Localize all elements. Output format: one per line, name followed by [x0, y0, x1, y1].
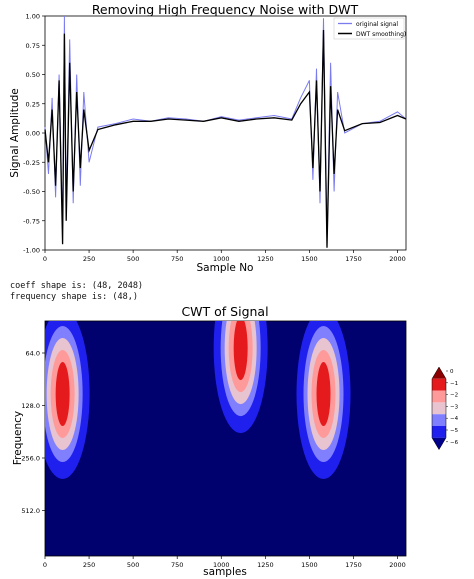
heatmap-region-0-level-4: [55, 362, 70, 427]
cwt-x-tick-label: 1250: [257, 561, 274, 569]
y-tick-label: -0.75: [23, 217, 40, 225]
cwt-chart-title: CWT of Signal: [181, 304, 268, 319]
cwt-y-tick-label: 512.0: [21, 507, 40, 515]
dwt-series-group: [44, 15, 407, 248]
x-tick-label: 2000: [389, 255, 406, 263]
colorbar-segment: [432, 378, 446, 391]
cwt-x-axis-label: samples: [203, 566, 247, 578]
heatmap-region-1-level-4: [316, 362, 331, 427]
cwt-x-tick-label: 500: [127, 561, 139, 569]
colorbar-segment: [432, 390, 446, 403]
x-tick-label: 500: [127, 255, 139, 263]
colorbar-tick-label: 0: [450, 369, 454, 375]
colorbar-tick-label: −6: [450, 440, 459, 446]
console-line-coeff-shape: coeff shape is: (48, 2048): [10, 281, 144, 291]
y-tick-label: 0.25: [26, 100, 40, 108]
y-tick-label: 1.00: [26, 13, 40, 21]
cwt-x-tick-label: 1000: [213, 561, 230, 569]
dwt-x-axis-label: Sample No: [197, 262, 254, 274]
cwt-regions-clipped: [45, 321, 351, 479]
y-tick-label: 0.00: [26, 130, 40, 138]
x-tick-label: 1250: [257, 255, 274, 263]
cwt-x-axis-ticks: 0 250 500 750 1000 1250 1500 1750 2000: [43, 556, 406, 569]
colorbar-tick-label: −5: [450, 428, 459, 434]
series-line-dwt-smoothing: [44, 29, 407, 248]
colorbar-segment: [432, 437, 446, 450]
colorbar-segment: [432, 426, 446, 438]
cwt-y-tick-label: 256.0: [21, 455, 40, 463]
cwt-x-tick-label: 250: [83, 561, 95, 569]
colorbar-tick-label: −1: [450, 381, 458, 387]
dwt-chart-title: Removing High Frequency Noise with DWT: [92, 2, 359, 17]
y-tick-label: -0.50: [23, 188, 40, 196]
cwt-x-tick-label: 1500: [301, 561, 318, 569]
console-output: coeff shape is: (48, 2048) frequency sha…: [10, 281, 143, 303]
cwt-x-tick-label: 0: [43, 561, 47, 569]
x-tick-label: 1000: [213, 255, 230, 263]
cwt-x-tick-label: 2000: [389, 561, 406, 569]
cwt-y-tick-label: 128.0: [21, 402, 40, 410]
colorbar-segment: [432, 414, 446, 426]
dwt-figure: Removing High Frequency Noise with DWT 0…: [9, 2, 407, 274]
x-tick-label: 750: [171, 255, 183, 263]
dwt-x-axis-ticks: 0 250 500 750 1000 1250 1500 1750 2000: [43, 250, 406, 263]
colorbar-segment: [432, 402, 446, 415]
heatmap-region-2-level-4: [233, 321, 248, 381]
cwt-y-tick-label: 64.0: [26, 350, 40, 358]
dwt-y-axis-ticks: 1.00 0.75 0.50 0.25 0.00 -0.25 -0.50 -0.75 -1.00: [23, 13, 45, 255]
cwt-figure: CWT of Signal 0 250 500 750 1000 1250 1500 1750…: [12, 304, 459, 578]
legend-label-original: original signal: [356, 21, 398, 28]
colorbar-tick-label: −3: [450, 404, 459, 410]
cwt-x-tick-label: 1750: [345, 561, 362, 569]
cwt-y-axis-label: Frequency: [12, 411, 24, 465]
legend-label-dwt: DWT smoothing): [356, 31, 406, 38]
x-tick-label: 1750: [345, 255, 362, 263]
cwt-x-tick-label: 750: [171, 561, 183, 569]
x-tick-label: 250: [83, 255, 95, 263]
x-tick-label: 1500: [301, 255, 318, 263]
dwt-y-axis-label: Signal Amplitude: [9, 88, 21, 177]
colorbar-outline: [431, 366, 447, 451]
cwt-y-axis-ticks: 64.0 128.0 256.0 512.0: [21, 350, 45, 515]
y-tick-label: -0.25: [23, 159, 40, 167]
colorbar-tick-label: −2: [450, 393, 458, 399]
y-tick-label: 0.75: [26, 42, 40, 50]
y-tick-label: -1.00: [23, 247, 40, 255]
dwt-plot-frame: [44, 15, 407, 251]
y-tick-label: 0.50: [26, 71, 40, 79]
dwt-legend: original signal DWT smoothing): [333, 17, 406, 40]
colorbar-segment: [432, 367, 446, 379]
cwt-heatmap-regions: [45, 321, 351, 479]
console-line-frequency-shape: frequency shape is: (48,): [10, 292, 138, 302]
cwt-colorbar: 0 −1 −2 −3 −4 −5 −6: [431, 366, 459, 451]
x-tick-label: 0: [43, 255, 47, 263]
colorbar-tick-label: −4: [450, 416, 459, 422]
